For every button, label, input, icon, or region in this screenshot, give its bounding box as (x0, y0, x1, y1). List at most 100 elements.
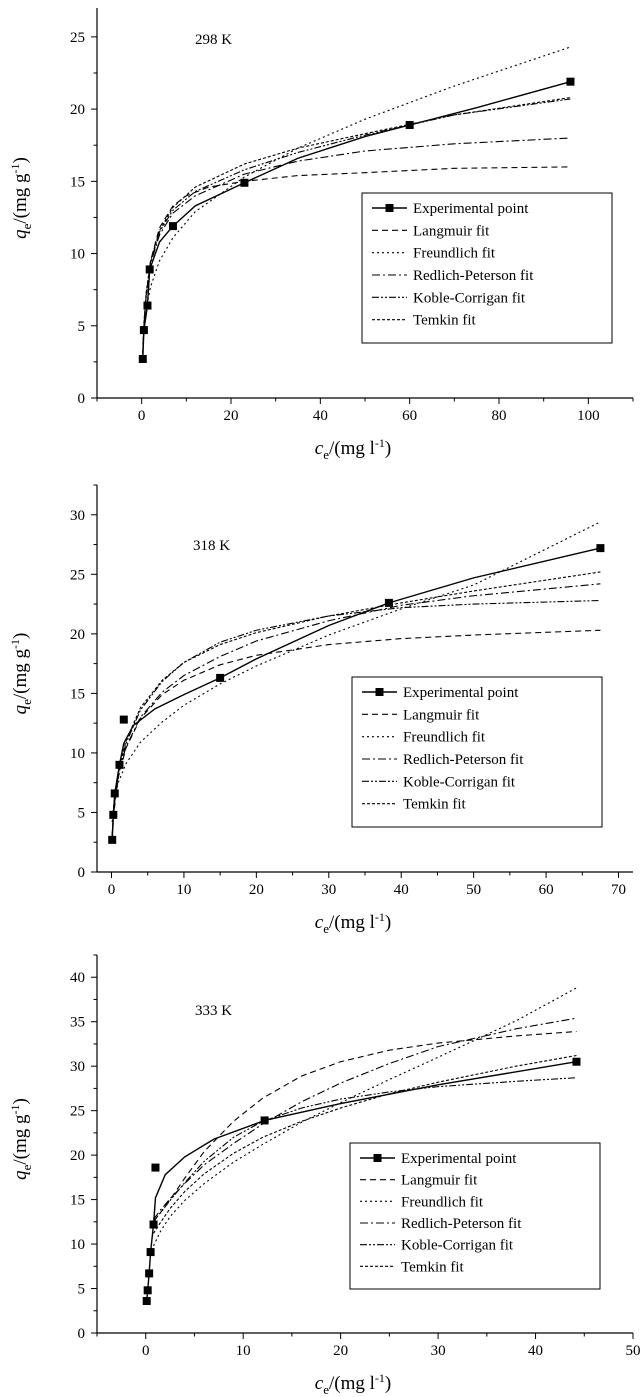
x-tick-label: 80 (492, 408, 507, 424)
x-axis-title-superscript: -1 (375, 910, 385, 924)
y-axis-title-subscript: e (19, 1164, 34, 1170)
y-axis-title-close: ) (10, 1098, 31, 1104)
legend-label: Langmuir fit (401, 1173, 478, 1189)
y-tick-label: 10 (70, 247, 85, 263)
y-axis-title-close: ) (10, 633, 31, 639)
x-tick-label: 0 (108, 882, 116, 898)
experimental-point (143, 1286, 152, 1295)
y-tick-label: 15 (70, 686, 85, 702)
x-tick-label: 50 (466, 882, 481, 898)
x-axis-title-symbol: c (315, 1373, 324, 1394)
x-axis-title: ce/(mg l-1) (315, 910, 391, 936)
experimental-point (216, 673, 225, 682)
series-line-freundlich (153, 987, 577, 1247)
legend-marker (375, 688, 384, 696)
series-line-freundlich (142, 46, 571, 345)
legend-label: Experimental point (413, 201, 529, 217)
legend-box (349, 1142, 601, 1290)
x-tick-label: 20 (249, 882, 264, 898)
x-tick-label: 40 (313, 408, 328, 424)
legend-label: Experimental point (403, 685, 519, 701)
x-axis-title: ce/(mg l-1) (315, 436, 391, 462)
y-tick-label: 30 (70, 1059, 85, 1075)
temperature-label: 298 K (195, 32, 232, 48)
x-axis-title-symbol: c (315, 912, 324, 933)
y-axis-title: qe/(mg g-1) (8, 157, 34, 239)
series-line-langmuir (153, 1030, 577, 1223)
experimental-point (566, 77, 575, 86)
experimental-point (572, 1057, 581, 1066)
y-axis-title-symbol: q (10, 229, 31, 239)
experimental-point (384, 598, 393, 607)
y-axis-title-close: ) (10, 157, 31, 163)
temperature-label: 333 K (195, 1003, 232, 1019)
y-axis-title-subscript: e (19, 223, 34, 229)
legend-label: Langmuir fit (413, 223, 490, 239)
y-tick-label: 5 (78, 319, 86, 335)
experimental-point (149, 1220, 158, 1229)
y-tick-label: 0 (78, 865, 86, 881)
experimental-point (109, 810, 118, 819)
x-axis-title-close: ) (385, 438, 391, 459)
series-line-temkin (111, 571, 601, 836)
y-tick-label: 20 (70, 102, 85, 118)
legend-label: Temkin fit (413, 313, 477, 329)
experimental-point (596, 544, 605, 553)
experimental-point (110, 789, 119, 798)
x-axis-title-superscript: -1 (375, 436, 385, 450)
x-axis-title-close: ) (385, 1373, 391, 1394)
experimental-point (143, 301, 152, 310)
series-line-langmuir (111, 629, 601, 839)
y-axis-title-units: /(mg g (10, 173, 31, 224)
experimental-point (240, 178, 249, 187)
x-tick-label: 60 (539, 882, 554, 898)
legend-label: Koble-Corrigan fit (413, 290, 526, 306)
experimental-point (145, 265, 154, 274)
legend-label: Freundlich fit (403, 730, 486, 746)
y-axis-title-subscript: e (19, 699, 34, 705)
y-tick-label: 30 (70, 508, 85, 524)
legend-marker (373, 1154, 382, 1162)
y-axis-title: qe/(mg g-1) (8, 1098, 34, 1180)
legend-label: Temkin fit (403, 797, 467, 813)
x-tick-label: 10 (236, 1343, 251, 1359)
legend-label: Experimental point (401, 1151, 517, 1167)
legend-label: Redlich-Peterson fit (401, 1216, 522, 1232)
legend-label: Langmuir fit (403, 707, 480, 723)
x-axis-title-units: /(mg l (329, 438, 375, 459)
x-axis-title: ce/(mg l-1) (315, 1371, 391, 1397)
y-tick-label: 20 (70, 1148, 85, 1164)
legend-box (361, 192, 613, 344)
y-tick-label: 25 (70, 567, 85, 583)
legend-box (351, 676, 603, 828)
y-tick-label: 25 (70, 1104, 85, 1120)
x-tick-label: 40 (394, 882, 409, 898)
x-axis-title-superscript: -1 (375, 1371, 385, 1385)
y-axis-title-superscript: -1 (8, 639, 22, 649)
experimental-point (145, 1269, 154, 1278)
experimental-point (139, 326, 148, 335)
x-tick-label: 0 (142, 1343, 150, 1359)
x-tick-label: 10 (176, 882, 191, 898)
x-axis-title-subscript: e (323, 1382, 329, 1397)
y-axis-title-symbol: q (10, 704, 31, 714)
experimental-point (151, 1163, 160, 1172)
legend-label: Freundlich fit (401, 1194, 484, 1210)
y-axis-title-symbol: q (10, 1170, 31, 1180)
y-tick-label: 15 (70, 1193, 85, 1209)
x-axis-title-units: /(mg l (329, 912, 375, 933)
y-tick-label: 5 (78, 1282, 86, 1298)
experimental-point (260, 1116, 269, 1125)
legend-label: Redlich-Peterson fit (403, 752, 524, 768)
x-axis-title-subscript: e (323, 447, 329, 462)
x-axis-title-symbol: c (315, 438, 324, 459)
x-tick-label: 0 (138, 408, 146, 424)
experimental-point (108, 835, 117, 844)
experimental-point (146, 1248, 155, 1257)
x-tick-label: 40 (528, 1343, 543, 1359)
experimental-point (142, 1296, 151, 1305)
legend-label: Koble-Corrigan fit (401, 1238, 514, 1254)
x-tick-label: 70 (611, 882, 626, 898)
